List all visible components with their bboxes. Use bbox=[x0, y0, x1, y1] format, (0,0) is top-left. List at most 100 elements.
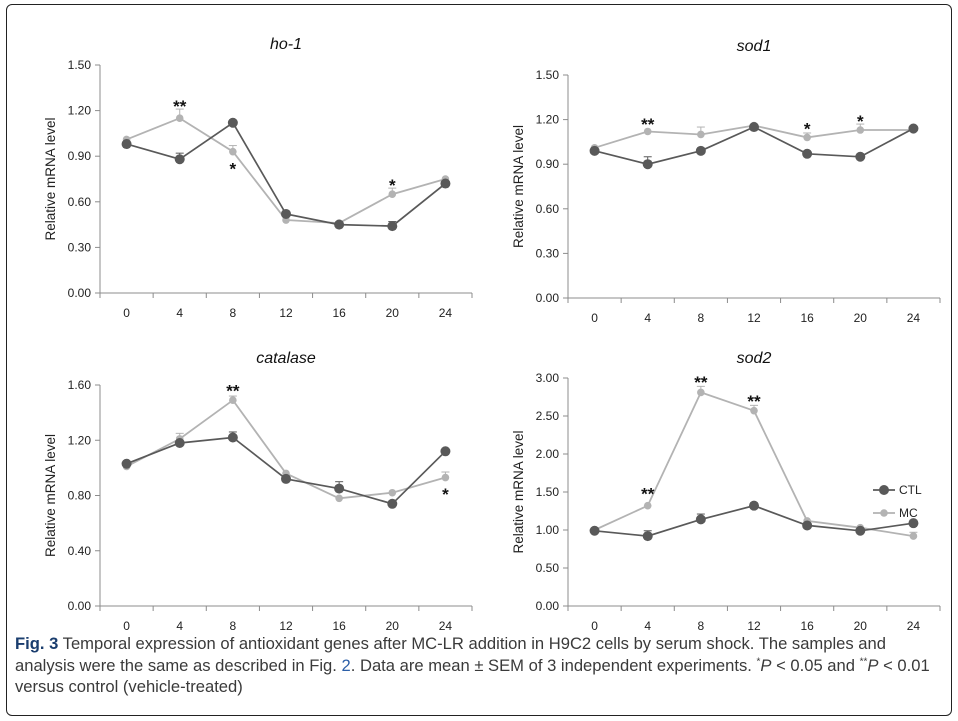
x-tick-label: 12 bbox=[279, 619, 293, 630]
data-point-ctl bbox=[908, 123, 919, 134]
data-point-mc bbox=[335, 494, 343, 503]
data-point-ctl bbox=[855, 151, 866, 162]
data-point-ctl bbox=[281, 473, 291, 484]
caption-p-symbol: P bbox=[760, 655, 772, 675]
y-tick-label: 1.20 bbox=[68, 104, 92, 118]
x-tick-label: 20 bbox=[854, 619, 868, 630]
x-tick-label: 24 bbox=[907, 311, 921, 325]
data-point-ctl bbox=[642, 159, 653, 170]
data-point-mc bbox=[175, 114, 184, 122]
data-point-ctl bbox=[749, 122, 759, 133]
significance-marker: * bbox=[389, 176, 396, 195]
y-tick-label: 0.60 bbox=[68, 195, 92, 209]
data-point-mc bbox=[388, 190, 397, 198]
y-tick-label: 1.20 bbox=[68, 433, 92, 447]
y-tick-label: 1.00 bbox=[536, 523, 560, 537]
x-tick-label: 16 bbox=[800, 619, 814, 630]
significance-marker: ** bbox=[226, 382, 240, 401]
figure-plots: 0.00 0.30 0.60 0.90 1.20 1.50 0 4 8 12 16 20 24 ho-1 R… bbox=[43, 36, 941, 630]
data-point-ctl bbox=[642, 531, 653, 542]
data-point-mc bbox=[229, 396, 237, 404]
y-axis-label: Relative mRNA level bbox=[511, 430, 526, 553]
data-point-ctl bbox=[802, 520, 813, 531]
significance-marker: ** bbox=[173, 97, 187, 116]
caption-figure-link[interactable]: 2 bbox=[341, 655, 351, 675]
x-tick-label: 20 bbox=[386, 306, 400, 320]
x-tick-label: 24 bbox=[439, 306, 453, 320]
x-tick-label: 8 bbox=[230, 306, 237, 320]
data-point-mc bbox=[441, 473, 450, 482]
caption-figure-label: Fig. 3 bbox=[15, 634, 59, 653]
y-tick-label: 0.00 bbox=[68, 599, 92, 613]
data-point-mc bbox=[909, 532, 918, 540]
x-tick-label: 12 bbox=[279, 306, 293, 320]
data-point-ctl bbox=[334, 219, 345, 230]
chart-title: sod1 bbox=[737, 38, 772, 55]
significance-marker: * bbox=[804, 120, 811, 139]
data-point-ctl bbox=[855, 525, 866, 536]
legend-label: CTL bbox=[899, 483, 922, 497]
x-tick-label: 8 bbox=[698, 619, 705, 630]
significance-marker: * bbox=[857, 112, 864, 131]
x-tick-label: 4 bbox=[176, 306, 183, 320]
significance-marker: * bbox=[442, 485, 449, 504]
y-tick-label: 1.50 bbox=[536, 485, 560, 499]
data-point-ctl bbox=[121, 458, 132, 469]
data-point-ctl bbox=[749, 500, 759, 511]
chart-title: ho-1 bbox=[270, 36, 302, 53]
x-tick-label: 12 bbox=[747, 311, 761, 325]
legend-marker-mc bbox=[880, 509, 888, 517]
x-tick-label: 16 bbox=[800, 311, 814, 325]
x-tick-label: 16 bbox=[332, 306, 346, 320]
caption-text: . Data are mean ± SEM of 3 independent e… bbox=[350, 655, 757, 675]
y-tick-label: 0.00 bbox=[68, 286, 92, 300]
y-tick-label: 1.50 bbox=[68, 58, 92, 72]
data-point-ctl bbox=[908, 518, 919, 529]
x-tick-label: 8 bbox=[230, 619, 237, 630]
caption-p-symbol: P bbox=[867, 655, 879, 675]
y-tick-label: 1.60 bbox=[68, 378, 92, 392]
x-tick-label: 12 bbox=[747, 619, 761, 630]
significance-marker: ** bbox=[641, 485, 655, 504]
data-point-ctl bbox=[174, 438, 185, 449]
data-point-ctl bbox=[440, 178, 451, 189]
legend-marker-ctl bbox=[879, 485, 889, 495]
x-tick-label: 24 bbox=[907, 619, 921, 630]
data-point-ctl bbox=[589, 145, 600, 156]
y-tick-label: 0.50 bbox=[536, 561, 560, 575]
x-tick-label: 0 bbox=[591, 619, 598, 630]
data-point-ctl bbox=[802, 148, 813, 159]
legend-label: MC bbox=[899, 506, 918, 520]
x-tick-label: 24 bbox=[439, 619, 453, 630]
caption-text: Temporal expression of antioxidant genes… bbox=[15, 634, 886, 675]
data-point-ctl bbox=[227, 117, 238, 128]
significance-marker: ** bbox=[641, 115, 655, 134]
data-point-mc bbox=[643, 501, 652, 510]
figure-caption: Fig. 3 Temporal expression of antioxidan… bbox=[15, 633, 945, 698]
y-axis-label: Relative mRNA level bbox=[511, 125, 526, 248]
y-tick-label: 0.00 bbox=[536, 599, 560, 613]
data-point-mc bbox=[697, 130, 705, 139]
caption-text: < 0.01 versus control (vehicle-treated) bbox=[15, 655, 930, 697]
series-line-mc bbox=[126, 117, 446, 225]
y-tick-label: 1.50 bbox=[536, 68, 560, 82]
y-tick-label: 0.90 bbox=[68, 149, 92, 163]
significance-marker: ** bbox=[747, 392, 761, 411]
data-point-mc bbox=[697, 388, 705, 397]
data-point-ctl bbox=[227, 432, 238, 443]
y-tick-label: 1.20 bbox=[536, 113, 560, 127]
y-tick-label: 0.30 bbox=[68, 240, 92, 254]
x-tick-label: 4 bbox=[644, 311, 651, 325]
caption-superscript: ** bbox=[859, 655, 868, 667]
data-point-ctl bbox=[281, 208, 291, 219]
data-point-ctl bbox=[174, 154, 185, 165]
y-axis-label: Relative mRNA level bbox=[43, 434, 58, 557]
data-point-mc bbox=[750, 406, 758, 415]
y-tick-label: 0.00 bbox=[536, 291, 560, 305]
y-tick-label: 2.00 bbox=[536, 447, 560, 461]
chart-title: catalase bbox=[256, 350, 316, 367]
data-point-ctl bbox=[387, 221, 398, 232]
data-point-mc bbox=[388, 488, 397, 497]
significance-marker: * bbox=[230, 159, 237, 178]
figure-frame: 0.00 0.30 0.60 0.90 1.20 1.50 0 4 8 12 16 20 24 ho-1 R… bbox=[6, 4, 952, 716]
